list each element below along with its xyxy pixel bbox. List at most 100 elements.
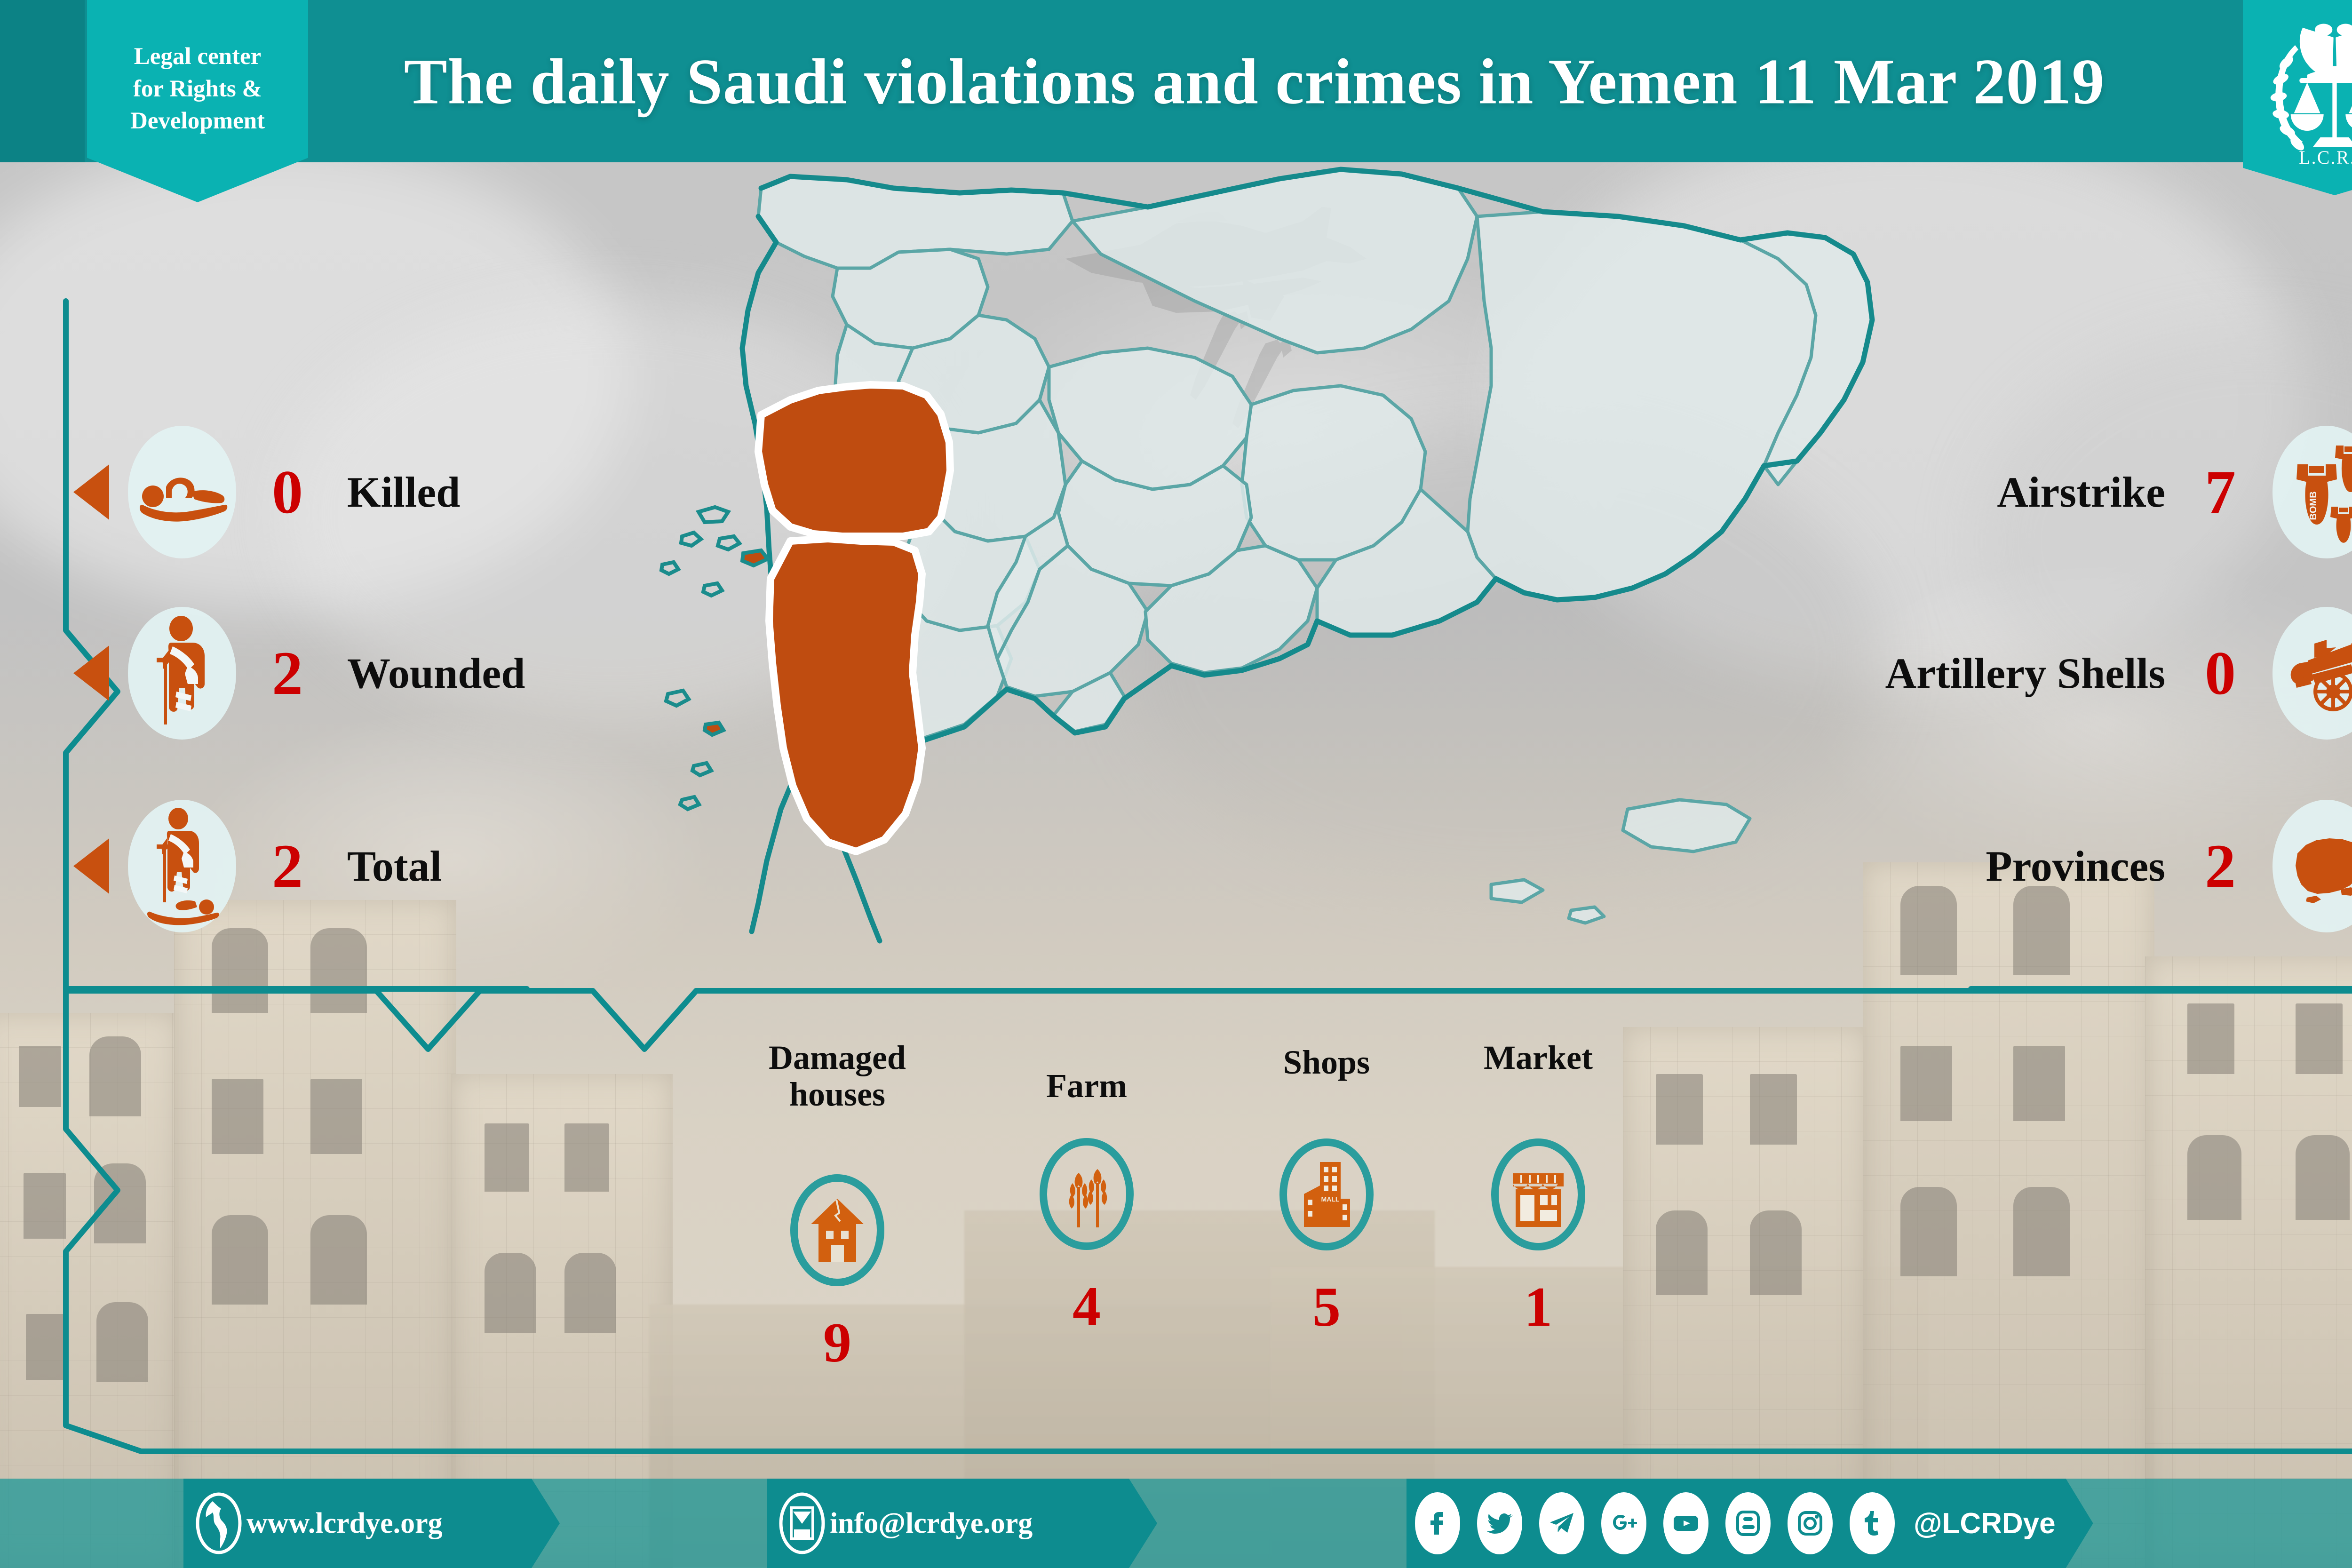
total-value: 2 bbox=[272, 831, 303, 900]
total-label: Total bbox=[347, 842, 442, 890]
social-blogger[interactable] bbox=[1717, 1479, 1779, 1568]
globe-icon bbox=[194, 1488, 244, 1559]
header-left-accent bbox=[0, 0, 85, 162]
market-ring bbox=[1491, 1138, 1585, 1250]
dead-body-icon bbox=[140, 478, 228, 522]
footer-bar: www.lcrdye.org info@lcrdye.org bbox=[0, 1479, 2352, 1568]
window bbox=[2013, 1046, 2065, 1121]
yemen-map bbox=[649, 160, 1919, 988]
brand-ribbon: Legal center for Rights & Development bbox=[87, 0, 308, 202]
killed-label: Killed bbox=[347, 468, 461, 516]
social-handle-label: @LCRDye bbox=[1914, 1507, 2056, 1540]
social-facebook[interactable] bbox=[1406, 1479, 1469, 1568]
airstrike-value: 7 bbox=[2205, 457, 2236, 526]
yemen-map-icon bbox=[2296, 838, 2352, 903]
social-telegram[interactable] bbox=[1531, 1479, 1593, 1568]
lcrd-emblem: L.C.R.D bbox=[2243, 0, 2352, 195]
wounded-value: 2 bbox=[272, 638, 303, 708]
shops-label: Shops bbox=[1283, 1043, 1370, 1081]
damaged-houses-value: 9 bbox=[823, 1311, 851, 1374]
shops-value: 5 bbox=[1312, 1275, 1341, 1338]
window bbox=[1900, 1187, 1957, 1276]
provinces-label: Provinces bbox=[1986, 842, 2165, 890]
telegram-icon bbox=[1539, 1492, 1584, 1554]
window bbox=[1900, 1046, 1952, 1121]
youtube-icon bbox=[1663, 1492, 1708, 1554]
email-chip[interactable]: info@lcrdye.org bbox=[767, 1479, 1157, 1568]
bottom-panel-frame bbox=[56, 988, 2352, 1458]
killed-icon-bubble bbox=[128, 426, 236, 558]
google-plus-icon bbox=[1601, 1492, 1646, 1554]
artillery-value: 0 bbox=[2205, 638, 2236, 708]
window bbox=[2187, 1003, 2234, 1074]
social-twitter[interactable] bbox=[1469, 1479, 1531, 1568]
facebook-icon bbox=[1415, 1492, 1460, 1554]
window bbox=[2187, 1135, 2241, 1220]
window bbox=[485, 1123, 529, 1192]
farm-value: 4 bbox=[1073, 1274, 1101, 1337]
window bbox=[89, 1036, 141, 1116]
social-tumblr[interactable] bbox=[1841, 1479, 1903, 1568]
airstrike-label: Airstrike bbox=[1997, 468, 2165, 516]
cannon-icon bbox=[2290, 640, 2352, 711]
mail-icon bbox=[777, 1488, 827, 1559]
social-handle-chip[interactable]: @LCRDye bbox=[1903, 1479, 2093, 1568]
window bbox=[564, 1123, 609, 1192]
arrow-left-icon bbox=[71, 836, 112, 896]
window bbox=[485, 1253, 536, 1333]
window bbox=[2013, 886, 2070, 975]
arrow-left-icon bbox=[71, 644, 112, 703]
wounded-label: Wounded bbox=[347, 649, 525, 697]
blogger-icon bbox=[1725, 1492, 1771, 1554]
email-label: info@lcrdye.org bbox=[830, 1507, 1033, 1539]
stat-row-artillery: 0 Artillery Shells bbox=[1885, 607, 2352, 740]
house-icon bbox=[811, 1198, 864, 1262]
provinces-icon-bubble bbox=[2273, 800, 2352, 932]
shops-ring: MALL bbox=[1279, 1138, 1374, 1250]
stat-row-provinces: 2 Provinces bbox=[1986, 800, 2352, 932]
social-youtube[interactable] bbox=[1655, 1479, 1717, 1568]
market-label: Market bbox=[1484, 1039, 1593, 1076]
wheat-icon bbox=[1069, 1169, 1107, 1227]
farm-label: Farm bbox=[1046, 1067, 1127, 1105]
stat-row-killed: 0 Killed bbox=[71, 426, 460, 558]
header-bar: The daily Saudi violations and crimes in… bbox=[0, 0, 2352, 162]
damage-item-houses: Damaged houses 9 bbox=[753, 1039, 922, 1374]
window bbox=[1900, 886, 1957, 975]
artillery-icon-bubble bbox=[2273, 607, 2352, 740]
website-chip[interactable]: www.lcrdye.org bbox=[183, 1479, 560, 1568]
stat-row-total: 2 Total bbox=[71, 800, 442, 932]
tumblr-icon bbox=[1850, 1492, 1895, 1554]
mall-icon: MALL bbox=[1304, 1162, 1350, 1227]
smoke-plume bbox=[0, 141, 630, 612]
window bbox=[212, 1215, 268, 1305]
window bbox=[564, 1253, 616, 1333]
window bbox=[96, 1302, 148, 1382]
window bbox=[310, 1079, 362, 1154]
casualties-total-icon bbox=[147, 808, 219, 925]
window bbox=[1750, 1074, 1797, 1145]
window bbox=[24, 1173, 66, 1239]
stat-row-wounded: 2 Wounded bbox=[71, 607, 525, 740]
window bbox=[212, 928, 268, 1013]
social-instagram[interactable] bbox=[1779, 1479, 1841, 1568]
rubble-layer bbox=[0, 604, 2352, 1568]
page-title: The daily Saudi violations and crimes in… bbox=[404, 45, 2105, 117]
damage-item-shops: Shops MALL 5 bbox=[1242, 1044, 1411, 1335]
brand-ribbon-label: Legal center for Rights & Development bbox=[130, 43, 265, 135]
instagram-icon bbox=[1788, 1492, 1833, 1554]
window bbox=[310, 928, 367, 1013]
twitter-icon bbox=[1477, 1492, 1522, 1554]
market-value: 1 bbox=[1524, 1275, 1552, 1338]
killed-value: 0 bbox=[272, 457, 303, 526]
window bbox=[310, 1215, 367, 1305]
damaged-houses-label: Damaged houses bbox=[769, 1039, 906, 1113]
window bbox=[26, 1314, 68, 1380]
provinces-value: 2 bbox=[2205, 831, 2236, 900]
farm-ring bbox=[1040, 1138, 1134, 1250]
damage-item-farm: Farm 4 bbox=[1002, 1067, 1171, 1337]
social-googleplus[interactable] bbox=[1593, 1479, 1655, 1568]
svg-text:L.C.R.D: L.C.R.D bbox=[2299, 147, 2352, 168]
damaged-houses-ring bbox=[790, 1174, 884, 1286]
artillery-label: Artillery Shells bbox=[1885, 649, 2165, 697]
